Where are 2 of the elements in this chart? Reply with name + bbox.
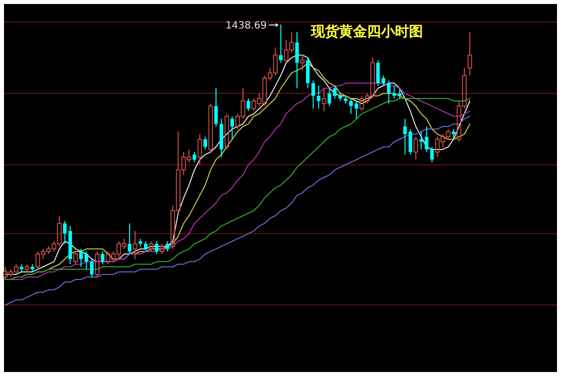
title: 现货黄金四小时图 xyxy=(311,24,423,40)
annotation: 1438.69 xyxy=(225,20,267,32)
